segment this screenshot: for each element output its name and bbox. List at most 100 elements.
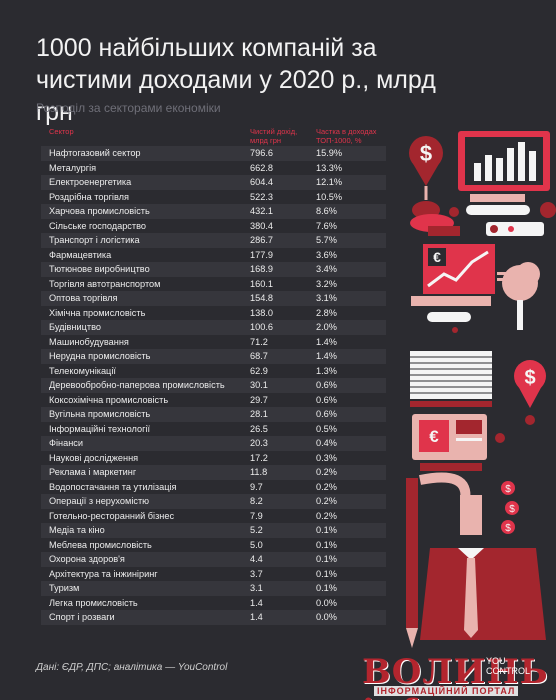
sector-cell: Архітектура та інжиніринг — [49, 568, 158, 579]
share-cell: 0.2% — [316, 496, 337, 506]
table-row: Меблева промисловість 5.0 0.1% — [41, 538, 386, 553]
revenue-cell: 68.7 — [250, 351, 268, 361]
share-cell: 0.0% — [316, 597, 337, 608]
sector-cell: Коксохімічна промисловість — [49, 394, 169, 405]
share-cell: 1.3% — [316, 365, 337, 376]
sector-cell: Роздрібна торгівля — [49, 191, 129, 202]
table-row: Фармацевтика 177.9 3.6% — [41, 248, 386, 263]
illustration: $ € — [406, 131, 556, 648]
sector-cell: Торгівля автотранспортом — [49, 278, 161, 289]
share-cell: 15.9% — [316, 148, 343, 158]
table-row: Будівництво 100.6 2.0% — [41, 320, 386, 335]
table-row: Коксохімічна промисловість 29.7 0.6% — [41, 393, 386, 408]
svg-text:$: $ — [509, 504, 515, 515]
page-subtitle: Розподіл за секторами економіки — [36, 101, 221, 115]
sector-cell: Туризм — [49, 583, 80, 593]
svg-text:$: $ — [505, 484, 511, 495]
table-row: Роздрібна торгівля 522.3 10.5% — [41, 190, 386, 205]
share-cell: 3.4% — [316, 264, 337, 274]
share-cell: 0.1% — [316, 554, 337, 564]
share-cell: 0.2% — [316, 510, 337, 521]
table-row: Хімічна промисловість 138.0 2.8% — [41, 306, 386, 321]
revenue-cell: 154.8 — [250, 293, 273, 303]
share-cell: 0.6% — [316, 380, 337, 390]
table-row: Інформаційні технології 26.5 0.5% — [41, 422, 386, 437]
sector-cell: Меблева промисловість — [49, 539, 152, 550]
share-cell: 0.1% — [316, 539, 337, 550]
table-row: Машинобудування 71.2 1.4% — [41, 335, 386, 350]
share-cell: 3.6% — [316, 249, 337, 260]
revenue-cell: 26.5 — [250, 423, 268, 434]
revenue-cell: 1.4 — [250, 612, 263, 622]
sector-cell: Операції з нерухомістю — [49, 496, 150, 506]
table-row: Металургія 662.8 13.3% — [41, 161, 386, 176]
table-row: Сільське господарство 380.4 7.6% — [41, 219, 386, 234]
revenue-cell: 604.4 — [250, 177, 273, 187]
svg-text:$: $ — [505, 523, 511, 534]
source-note: Дані: ЄДР, ДПС; аналітика — YouControl — [36, 662, 228, 673]
revenue-cell: 3.1 — [250, 583, 263, 593]
revenue-cell: 30.1 — [250, 380, 268, 390]
table-row: Водопостачання та утилізація 9.7 0.2% — [41, 480, 386, 495]
table-row: Електроенергетика 604.4 12.1% — [41, 175, 386, 190]
share-cell: 5.7% — [316, 235, 337, 245]
sector-cell: Будівництво — [49, 322, 101, 332]
share-cell: 8.6% — [316, 206, 337, 216]
table-row: Легка промисловість 1.4 0.0% — [41, 596, 386, 611]
sector-cell: Сільське господарство — [49, 220, 146, 231]
table-row: Транспорт і логістика 286.7 5.7% — [41, 233, 386, 248]
revenue-cell: 662.8 — [250, 162, 273, 173]
share-cell: 2.0% — [316, 322, 337, 332]
share-cell: 0.4% — [316, 438, 337, 448]
table-row: Телекомунікації 62.9 1.3% — [41, 364, 386, 379]
revenue-cell: 4.4 — [250, 554, 263, 564]
revenue-cell: 29.7 — [250, 394, 268, 405]
revenue-cell: 100.6 — [250, 322, 273, 332]
table-row: Нерудна промисловість 68.7 1.4% — [41, 349, 386, 364]
svg-text:€: € — [433, 249, 441, 265]
revenue-cell: 5.2 — [250, 525, 263, 535]
share-cell: 0.2% — [316, 467, 337, 477]
euro-chart-icon: € — [411, 244, 495, 333]
youcontrol-logo-bottom: CONTROL — [486, 666, 531, 676]
share-cell: 0.3% — [316, 452, 337, 463]
revenue-cell: 286.7 — [250, 235, 273, 245]
revenue-cell: 432.1 — [250, 206, 273, 216]
share-cell: 12.1% — [316, 177, 343, 187]
revenue-cell: 11.8 — [250, 467, 268, 477]
table-row: Медіа та кіно 5.2 0.1% — [41, 523, 386, 538]
sector-cell: Нафтогазовий сектор — [49, 148, 141, 158]
revenue-cell: 62.9 — [250, 365, 268, 376]
share-cell: 13.3% — [316, 162, 343, 173]
share-cell: 0.1% — [316, 583, 337, 593]
table-row: Фінанси 20.3 0.4% — [41, 436, 386, 451]
table-row: Реклама і маркетинг 11.8 0.2% — [41, 465, 386, 480]
revenue-cell: 177.9 — [250, 249, 273, 260]
tree-icon — [497, 262, 540, 330]
sector-cell: Нерудна промисловість — [49, 351, 151, 361]
sector-cell: Оптова торгівля — [49, 293, 118, 303]
share-cell: 2.8% — [316, 307, 337, 318]
sector-cell: Охорона здоров'я — [49, 554, 125, 564]
sector-cell: Металургія — [49, 162, 97, 173]
sector-cell: Спорт і розваги — [49, 612, 115, 622]
share-cell: 0.6% — [316, 394, 337, 405]
table-row: Спорт і розваги 1.4 0.0% — [41, 610, 386, 625]
revenue-cell: 17.2 — [250, 452, 268, 463]
share-cell: 0.1% — [316, 568, 337, 579]
share-cell: 7.6% — [316, 220, 337, 231]
revenue-cell: 5.0 — [250, 539, 263, 550]
watermark-logo: ВОЛИНЬ info — [362, 652, 549, 700]
sector-cell: Деревообробно-паперова промисловість — [49, 380, 225, 390]
table-header: Сектор Чистий дохід, млрд грн Частка в д… — [41, 124, 386, 146]
bar-chart-monitor-icon — [449, 131, 550, 217]
sector-cell: Машинобудування — [49, 336, 129, 347]
watermark-tagline: ІНФОРМАЦІЙНИЙ ПОРТАЛ — [374, 686, 519, 696]
sector-table: Сектор Чистий дохід, млрд грн Частка в д… — [41, 124, 386, 625]
sector-cell: Інформаційні технології — [49, 423, 151, 434]
revenue-cell: 138.0 — [250, 307, 273, 318]
share-cell: 3.2% — [316, 278, 337, 289]
share-cell: 0.0% — [316, 612, 337, 622]
svg-text:$: $ — [524, 367, 535, 389]
share-cell: 0.2% — [316, 481, 337, 492]
